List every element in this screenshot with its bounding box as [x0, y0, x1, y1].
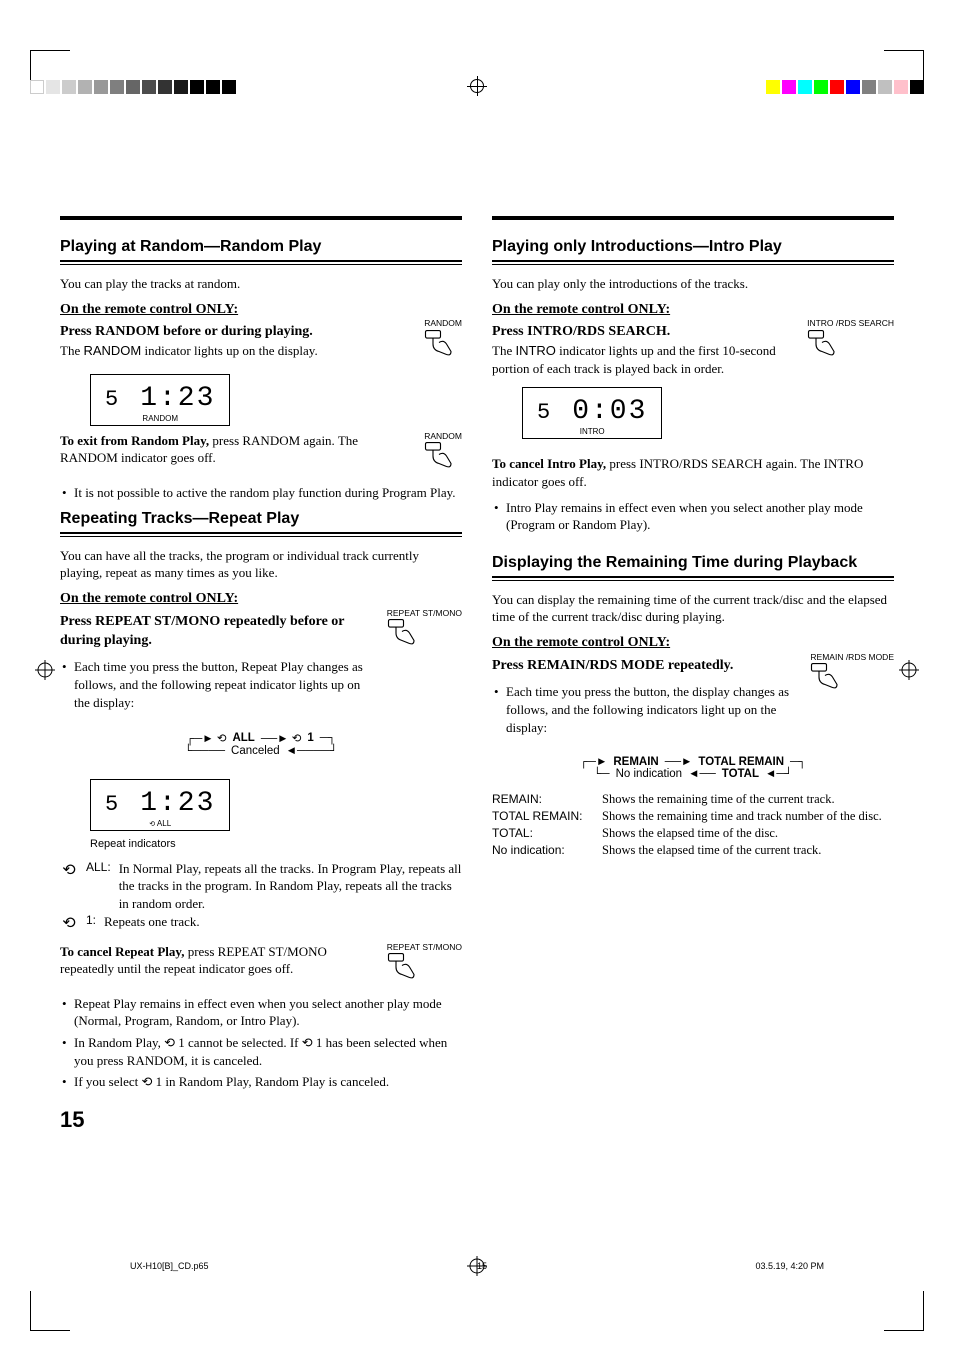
repeat-flow-diagram: ┌─► ⟲ ALL ──► ⟲ 1 ─┐ └──── Canceled ◄───…	[60, 731, 462, 757]
finger-press-icon	[424, 441, 454, 471]
body-text: You can play the tracks at random.	[60, 275, 462, 293]
note-bullet: It is not possible to active the random …	[60, 484, 462, 502]
instruction: Press INTRO/RDS SEARCH.	[492, 323, 799, 342]
mode-def-all: ⟲ ALL: In Normal Play, repeats all the t…	[60, 860, 462, 913]
body-text: To exit from Random Play, press RANDOM a…	[60, 432, 416, 467]
instruction: Press REPEAT ST/MONO repeatedly before o…	[60, 613, 379, 651]
finger-press-icon	[810, 662, 840, 692]
lcd-display-intro: 50:03 INTRO	[522, 387, 662, 439]
body-text: To cancel Repeat Play, press REPEAT ST/M…	[60, 943, 379, 978]
loop-icon: ⟲	[60, 913, 78, 933]
body-text: Each time you press the button, Repeat P…	[60, 658, 379, 711]
remote-button-random: RANDOM	[424, 432, 462, 476]
instruction: Press RANDOM before or during playing.	[60, 323, 416, 342]
remote-button-random: RANDOM	[424, 319, 462, 363]
divider	[492, 216, 894, 220]
heading-underline	[60, 532, 462, 537]
remote-only-label: On the remote control ONLY:	[492, 301, 894, 320]
definition-row: TOTAL:Shows the elapsed time of the disc…	[492, 826, 894, 841]
left-column: Playing at Random—Random Play You can pl…	[60, 210, 462, 1133]
side-crosshair-right	[899, 660, 919, 685]
crop-mark-bl	[30, 1291, 70, 1331]
definition-row: REMAIN:Shows the remaining time of the c…	[492, 792, 894, 807]
caption: Repeat indicators	[90, 837, 462, 852]
body-text: To cancel Intro Play, press INTRO/RDS SE…	[492, 455, 894, 490]
finger-press-icon	[807, 329, 837, 359]
remain-flow-diagram: ┌─► REMAIN ──► TOTAL REMAIN ─┐ └─ No ind…	[492, 756, 894, 780]
body-text: You can display the remaining time of th…	[492, 591, 894, 626]
lcd-display-repeat: 51:23 ⟲ ALL	[90, 779, 230, 831]
remote-button-intro: INTRO /RDS SEARCH	[807, 319, 894, 363]
heading-random-play: Playing at Random—Random Play	[60, 238, 462, 256]
definitions-list: REMAIN:Shows the remaining time of the c…	[492, 792, 894, 858]
note-bullet: Repeat Play remains in effect even when …	[60, 995, 462, 1030]
note-bullet: If you select ⟲ 1 in Random Play, Random…	[60, 1073, 462, 1091]
mode-def-one: ⟲ 1: Repeats one track.	[60, 913, 462, 933]
remote-only-label: On the remote control ONLY:	[492, 634, 894, 653]
body-text: You can have all the tracks, the program…	[60, 547, 462, 582]
right-column: Playing only Introductions—Intro Play Yo…	[492, 210, 894, 1133]
remote-button-remain: REMAIN /RDS MODE	[810, 653, 894, 697]
heading-underline	[492, 260, 894, 265]
heading-underline	[492, 576, 894, 581]
remote-button-repeat: REPEAT ST/MONO	[387, 609, 462, 653]
finger-press-icon	[387, 618, 417, 648]
footer-date: 03.5.19, 4:20 PM	[755, 1261, 824, 1271]
finger-press-icon	[387, 952, 417, 982]
definition-row: TOTAL REMAIN:Shows the remaining time an…	[492, 809, 894, 824]
note-bullet: In Random Play, ⟲ 1 cannot be selected. …	[60, 1034, 462, 1069]
instruction: Press REMAIN/RDS MODE repeatedly.	[492, 657, 802, 676]
heading-remaining-time: Displaying the Remaining Time during Pla…	[492, 554, 894, 572]
finger-press-icon	[424, 329, 454, 359]
loop-icon: ⟲	[60, 860, 78, 913]
body-text: You can play only the introductions of t…	[492, 275, 894, 293]
remote-button-repeat: REPEAT ST/MONO	[387, 943, 462, 987]
lcd-display-random: 51:23 RANDOM	[90, 374, 230, 426]
page-number: 15	[60, 1107, 462, 1133]
body-text: The RANDOM indicator lights up on the di…	[60, 342, 416, 360]
heading-repeat-play: Repeating Tracks—Repeat Play	[60, 510, 462, 528]
side-crosshair-left	[35, 660, 55, 685]
crop-mark-br	[884, 1291, 924, 1331]
body-text: Each time you press the button, the disp…	[492, 683, 802, 736]
heading-underline	[60, 260, 462, 265]
note-bullet: Intro Play remains in effect even when y…	[492, 499, 894, 534]
remote-only-label: On the remote control ONLY:	[60, 590, 462, 609]
center-crosshair-bottom	[467, 1256, 487, 1281]
divider	[60, 216, 462, 220]
remote-only-label: On the remote control ONLY:	[60, 301, 462, 320]
footer-file: UX-H10[B]_CD.p65	[130, 1261, 209, 1271]
heading-intro-play: Playing only Introductions—Intro Play	[492, 238, 894, 256]
definition-row: No indication:Shows the elapsed time of …	[492, 843, 894, 858]
body-text: The INTRO indicator lights up and the fi…	[492, 342, 799, 377]
